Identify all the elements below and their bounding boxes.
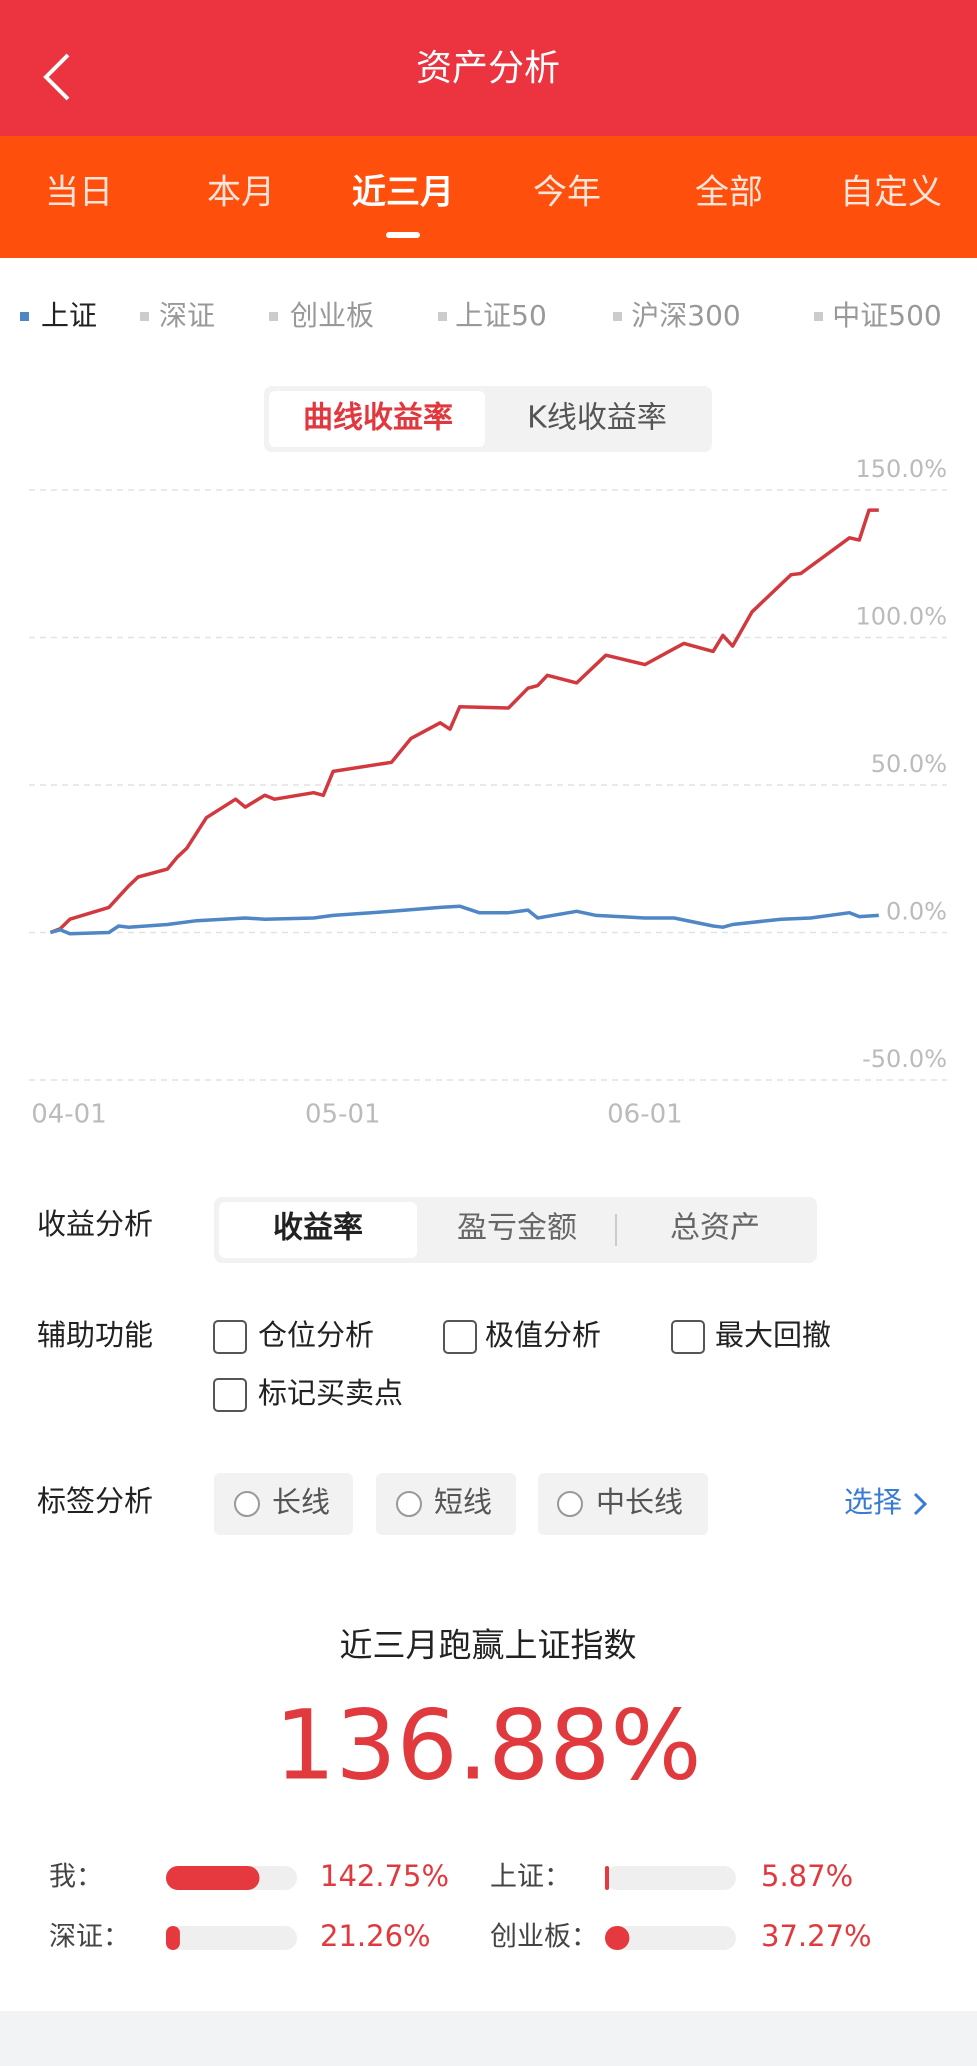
period-tab: 本月: [207, 173, 275, 213]
header-title: 资产分析: [416, 48, 560, 89]
y-tick-label: 150.0%: [855, 455, 947, 483]
index-tab-swatch: [140, 312, 149, 321]
index-tab[interactable]: 中证500: [832, 299, 941, 332]
index-tab[interactable]: 上证50: [455, 299, 547, 332]
index-tab[interactable]: 深证: [159, 299, 215, 332]
checkbox-label[interactable]: 极值分析: [485, 1318, 601, 1352]
checkbox[interactable]: [213, 1378, 247, 1412]
checkbox-label[interactable]: 标记买卖点: [258, 1376, 403, 1410]
toggle-option[interactable]: K线收益率: [527, 401, 667, 436]
segment-option[interactable]: 收益率: [273, 1211, 363, 1246]
checkbox[interactable]: [443, 1320, 477, 1354]
tag-radio: [234, 1491, 260, 1517]
bar: [605, 1866, 609, 1890]
bar-track: [605, 1926, 736, 1950]
x-tick-label: 04-01: [31, 1100, 107, 1130]
period-tab: 全部: [695, 173, 763, 213]
header-bar: [0, 0, 977, 136]
checkbox[interactable]: [213, 1320, 247, 1354]
tag-radio: [396, 1491, 422, 1517]
segment-option[interactable]: 盈亏金额: [457, 1211, 577, 1246]
period-tab-bar: [0, 136, 977, 258]
bar: [166, 1866, 260, 1890]
action-chevron: [913, 1492, 928, 1516]
segment-selected: [219, 1202, 417, 1258]
index-tab-swatch: [269, 312, 278, 321]
toggle-selected: [269, 391, 485, 447]
bar-track: [166, 1926, 297, 1950]
bar-label: 创业板：: [490, 1922, 598, 1953]
x-tick-label: 06-01: [607, 1100, 683, 1130]
bar-value: 142.75%: [320, 1859, 449, 1893]
bar-value: 37.27%: [761, 1919, 872, 1953]
bar-value: 21.26%: [320, 1919, 431, 1953]
checkbox[interactable]: [671, 1320, 705, 1354]
legend-swatch: [20, 312, 29, 321]
series-line: [49, 904, 879, 936]
bar-value: 5.87%: [761, 1859, 853, 1893]
period-tab: 今年: [533, 173, 601, 213]
tag-label[interactable]: 长线: [272, 1485, 330, 1519]
tag-label[interactable]: 短线: [434, 1485, 492, 1519]
back-button[interactable]: [43, 53, 70, 101]
section-label: 辅助功能: [37, 1318, 153, 1352]
period-tab: 当日: [45, 173, 113, 213]
x-tick-label: 05-01: [305, 1100, 381, 1130]
checkbox-label[interactable]: 最大回撤: [715, 1318, 831, 1352]
legend-label[interactable]: 上证: [41, 299, 97, 332]
index-tab[interactable]: 沪深300: [631, 299, 740, 332]
series-line: [49, 508, 879, 935]
summary-headline: 近三月跑赢上证指数: [340, 1626, 637, 1665]
toggle-option[interactable]: 曲线收益率: [303, 401, 453, 436]
bar-label: 我：: [49, 1862, 103, 1893]
section-label: 收益分析: [37, 1207, 153, 1241]
bar-label: 深证：: [49, 1922, 130, 1953]
bottom-band: [0, 2011, 977, 2066]
segment-option[interactable]: 总资产: [670, 1211, 760, 1246]
y-tick-label: -50.0%: [862, 1045, 947, 1073]
bar-track: [605, 1866, 736, 1890]
bar: [166, 1926, 180, 1950]
period-tab: 自定义: [840, 173, 942, 213]
tag-pill[interactable]: [376, 1473, 516, 1535]
section-label: 标签分析: [37, 1484, 153, 1518]
period-tab: 近三月: [352, 173, 454, 213]
y-tick-label: 0.0%: [886, 898, 947, 926]
checkbox-label[interactable]: 仓位分析: [258, 1318, 374, 1352]
tag-pill[interactable]: [214, 1473, 353, 1535]
tag-label[interactable]: 中长线: [596, 1485, 683, 1519]
summary-value: 136.88%: [274, 1689, 701, 1801]
y-tick-label: 50.0%: [871, 750, 947, 778]
index-tab-swatch: [613, 312, 622, 321]
index-tab-swatch: [814, 312, 823, 321]
tag-radio: [557, 1491, 583, 1517]
tag-action[interactable]: 选择: [844, 1485, 902, 1519]
tab-indicator: [386, 232, 420, 238]
y-tick-label: 100.0%: [855, 603, 947, 631]
bar: [605, 1926, 630, 1950]
index-tab[interactable]: 创业板: [290, 299, 374, 332]
bar-label: 上证：: [490, 1862, 571, 1893]
index-tab-swatch: [438, 312, 447, 321]
tag-pill[interactable]: [538, 1473, 708, 1535]
